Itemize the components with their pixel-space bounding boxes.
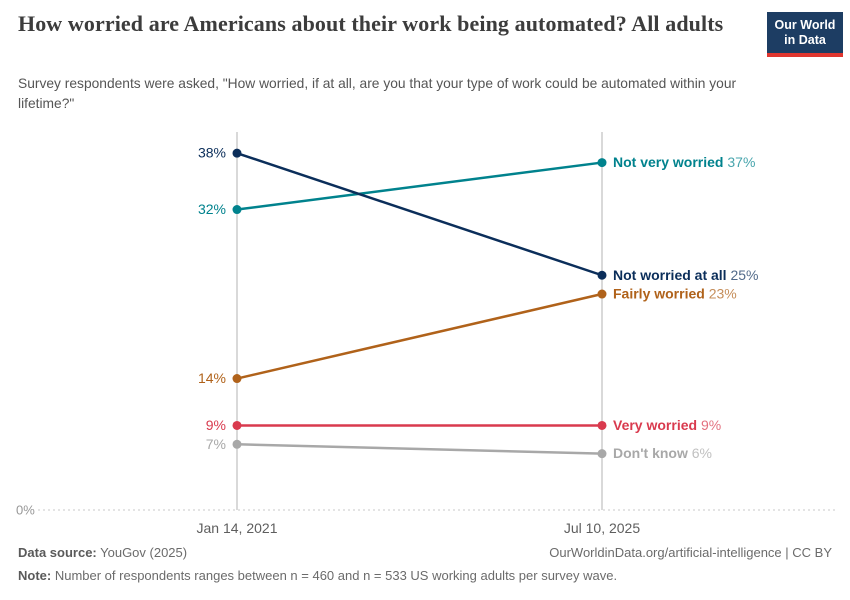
slope-chart: 0% Jan 14, 2021 Jul 10, 2025 32% Not very wo… (0, 130, 850, 540)
series-dot-end-fairly-worried[interactable] (597, 289, 607, 299)
series-start-value-not-very-worried: 32% (198, 201, 226, 217)
series-dot-start-not-very-worried[interactable] (232, 205, 242, 215)
series-line-fairly-worried[interactable] (236, 292, 603, 380)
owid-logo-line2: in Data (784, 33, 826, 47)
series-start-value-fairly-worried: 14% (198, 370, 226, 386)
owid-logo-text: Our World in Data (767, 12, 843, 53)
series-end-label-don-t-know[interactable]: Don't know 6% (613, 445, 712, 461)
x-tick-label-start: Jan 14, 2021 (197, 520, 278, 536)
series-start-value-very-worried: 9% (206, 417, 226, 433)
series-end-label-not-very-worried[interactable]: Not very worried 37% (613, 154, 755, 170)
series-dot-start-not-worried-at-all[interactable] (232, 148, 242, 158)
series-dot-start-don-t-know[interactable] (232, 439, 242, 449)
series-line-not-very-worried[interactable] (236, 161, 603, 211)
series-start-value-not-worried-at-all: 38% (198, 145, 226, 161)
series-dot-end-not-worried-at-all[interactable] (597, 270, 607, 280)
y-axis-zero-label: 0% (16, 503, 35, 518)
series-dot-end-not-very-worried[interactable] (597, 158, 607, 168)
series-dot-end-don-t-know[interactable] (597, 449, 607, 459)
data-source-value: YouGov (2025) (96, 545, 188, 560)
owid-logo[interactable]: Our World in Data (767, 12, 843, 57)
series-end-label-very-worried[interactable]: Very worried 9% (613, 417, 721, 433)
series-dot-start-very-worried[interactable] (232, 420, 242, 430)
owid-logo-red-bar (767, 53, 843, 57)
owid-logo-line1: Our World (774, 18, 836, 32)
series-start-value-don-t-know: 7% (206, 436, 226, 452)
chart-note: Note: Number of respondents ranges betwe… (18, 568, 832, 583)
series-end-label-not-worried-at-all[interactable]: Not worried at all 25% (613, 267, 759, 283)
x-tick-label-end: Jul 10, 2025 (564, 520, 640, 536)
series-end-label-fairly-worried[interactable]: Fairly worried 23% (613, 286, 737, 302)
series-line-don-t-know[interactable] (236, 443, 603, 455)
series-line-not-worried-at-all[interactable] (236, 151, 603, 277)
note-value: Number of respondents ranges between n =… (51, 568, 618, 583)
series-dot-end-very-worried[interactable] (597, 420, 607, 430)
slope-chart-svg: 0% Jan 14, 2021 Jul 10, 2025 32% Not very wo… (16, 132, 835, 536)
series-dot-start-fairly-worried[interactable] (232, 374, 242, 384)
data-source: Data source: YouGov (2025) (18, 545, 187, 560)
page-title: How worried are Americans about their wo… (18, 11, 724, 36)
data-source-label: Data source: (18, 545, 97, 560)
chart-subtitle: Survey respondents were asked, "How worr… (18, 76, 737, 111)
attribution-link[interactable]: OurWorldinData.org/artificial-intelligen… (549, 545, 832, 560)
note-label: Note: (18, 568, 52, 583)
